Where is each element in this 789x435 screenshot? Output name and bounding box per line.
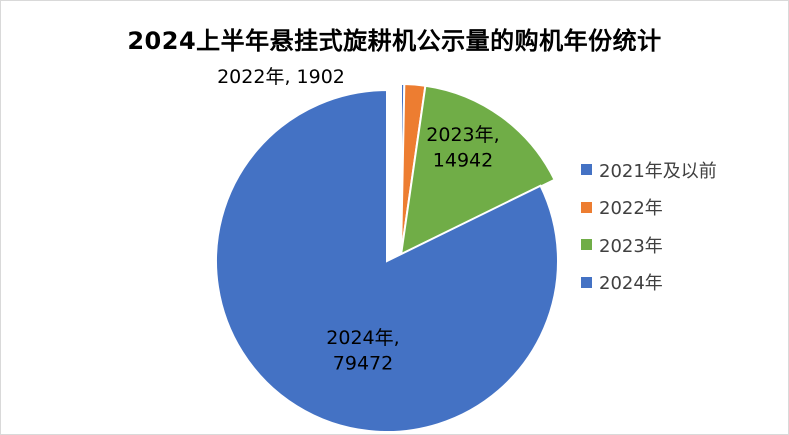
legend-swatch <box>581 239 592 251</box>
pie-slice-3 <box>215 88 559 433</box>
pie-slice-2 <box>399 84 556 257</box>
data-label-3: 2024年, 79472 <box>326 327 399 375</box>
legend-label: 2022年 <box>599 198 663 220</box>
chart-title: 2024上半年悬挂式旋耕机公示量的购机年份统计 <box>127 27 662 55</box>
legend-label: 2023年 <box>599 235 663 257</box>
legend-item-3: 2024年 <box>581 264 717 302</box>
legend-swatch <box>581 201 592 213</box>
legend-label: 2024年 <box>599 273 663 295</box>
data-label-2: 2023年, 14942 <box>426 124 499 172</box>
legend-item-2: 2023年 <box>581 226 717 264</box>
legend-swatch <box>581 164 592 176</box>
legend-item-1: 2022年 <box>581 189 717 227</box>
legend-label: 2021年及以前 <box>599 160 717 182</box>
legend-item-0: 2021年及以前 <box>581 151 717 189</box>
legend: 2021年及以前 2022年 2023年 2024年 <box>581 151 717 301</box>
legend-swatch <box>581 276 592 288</box>
data-label-1: 2022年, 1902 <box>217 66 345 88</box>
